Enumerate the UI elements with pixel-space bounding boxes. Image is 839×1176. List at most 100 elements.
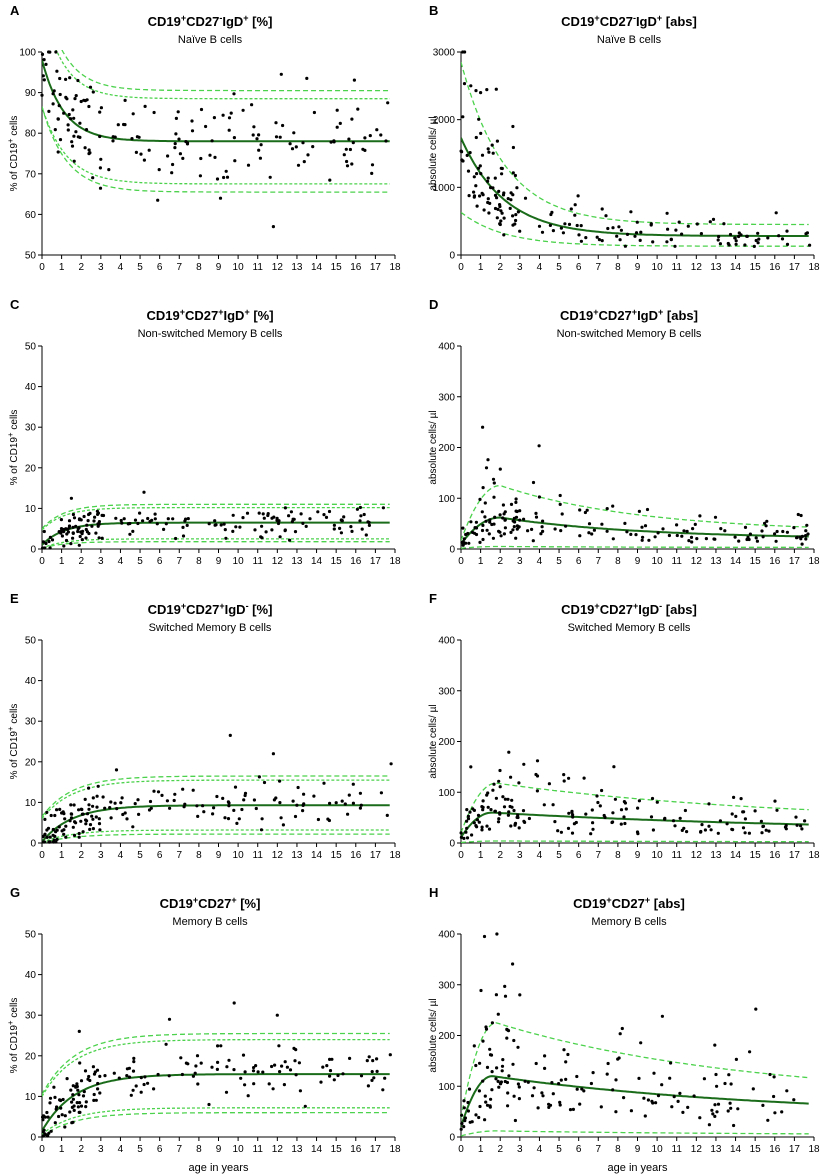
x-tick-label: 6: [576, 1144, 582, 1155]
y-tick-label: 80: [25, 129, 37, 140]
reference-band-line: [461, 782, 809, 834]
data-point: [623, 821, 627, 826]
data-point: [489, 808, 493, 812]
data-point: [109, 800, 113, 804]
data-point: [532, 1086, 536, 1090]
x-tick-label: 7: [176, 262, 182, 273]
data-point: [650, 796, 655, 801]
data-point: [564, 1060, 568, 1064]
data-point: [754, 238, 758, 243]
data-point: [715, 1084, 719, 1088]
data-point: [64, 835, 68, 839]
data-point: [165, 799, 169, 803]
data-point: [301, 141, 305, 145]
data-point: [559, 226, 563, 230]
data-point: [139, 152, 143, 156]
data-point: [332, 527, 336, 531]
x-tick-label: 4: [118, 850, 124, 861]
data-point: [74, 130, 78, 134]
data-point: [591, 821, 595, 825]
data-point: [344, 147, 348, 151]
data-point: [160, 793, 164, 797]
data-point: [562, 1048, 566, 1052]
data-point: [637, 1076, 641, 1080]
reference-band-line: [42, 829, 390, 843]
data-point: [652, 1071, 656, 1075]
x-tick-label: 9: [216, 1144, 222, 1155]
data-point: [351, 801, 355, 805]
data-point: [703, 828, 707, 832]
data-point: [177, 137, 181, 141]
panel-label: G: [10, 885, 20, 900]
data-point: [656, 531, 660, 535]
data-point: [343, 802, 347, 806]
data-point: [514, 218, 518, 223]
data-point: [123, 811, 127, 815]
data-point: [707, 1123, 711, 1127]
data-point: [48, 535, 53, 539]
data-point: [383, 1076, 387, 1080]
data-point: [715, 1110, 719, 1114]
data-point: [370, 163, 375, 167]
data-point: [64, 95, 68, 99]
data-point: [748, 1050, 752, 1054]
x-tick-label: 15: [750, 262, 762, 273]
x-tick-label: 18: [389, 556, 401, 567]
x-tick-label: 12: [691, 556, 703, 567]
data-point: [755, 539, 759, 543]
data-point: [85, 819, 89, 823]
chart-panel-g: G CD19+CD27+ [%] Memory B cells % of CD19+ …: [0, 882, 420, 1176]
data-point: [68, 76, 72, 80]
data-point: [461, 159, 465, 163]
data-point: [128, 532, 132, 536]
data-point: [239, 1076, 243, 1080]
data-point: [41, 540, 46, 544]
data-point: [571, 813, 575, 817]
data-point: [499, 219, 503, 223]
data-point: [531, 539, 535, 543]
data-point: [761, 824, 766, 828]
data-point: [84, 822, 88, 826]
data-point: [539, 532, 543, 536]
data-point: [76, 78, 80, 83]
data-point: [208, 153, 212, 157]
data-point: [695, 222, 699, 226]
data-point: [303, 1104, 307, 1108]
data-point: [479, 172, 483, 176]
data-point: [348, 147, 352, 152]
data-point: [517, 781, 521, 785]
data-point: [289, 510, 293, 514]
data-point: [707, 802, 711, 806]
data-point: [540, 525, 544, 529]
data-point: [358, 791, 362, 795]
data-point: [78, 534, 82, 539]
data-point: [619, 228, 623, 232]
data-point: [181, 156, 185, 160]
data-point: [540, 230, 545, 234]
data-point: [96, 511, 100, 515]
data-point: [591, 1071, 595, 1075]
data-point: [548, 223, 552, 227]
data-point: [77, 543, 81, 547]
chart-subtitle: Switched Memory B cells: [149, 622, 272, 634]
x-tick-label: 18: [808, 850, 820, 861]
data-point: [335, 108, 339, 112]
data-point: [98, 828, 102, 832]
data-point: [498, 203, 502, 207]
data-point: [483, 501, 487, 505]
data-point: [511, 962, 515, 966]
data-point: [282, 1083, 286, 1087]
data-point: [558, 502, 562, 506]
reference-band-line: [461, 62, 809, 226]
data-point: [328, 1074, 332, 1078]
data-point: [119, 801, 123, 805]
data-point: [521, 809, 526, 813]
data-point: [604, 214, 608, 218]
data-point: [71, 1120, 75, 1124]
data-point: [254, 1064, 258, 1068]
data-point: [466, 1109, 470, 1113]
data-point: [293, 1059, 297, 1063]
chart-svg-h: H CD19+CD27+ [abs] Memory B cells absolute …: [428, 885, 820, 1174]
data-point: [774, 539, 778, 543]
data-point: [535, 774, 540, 778]
